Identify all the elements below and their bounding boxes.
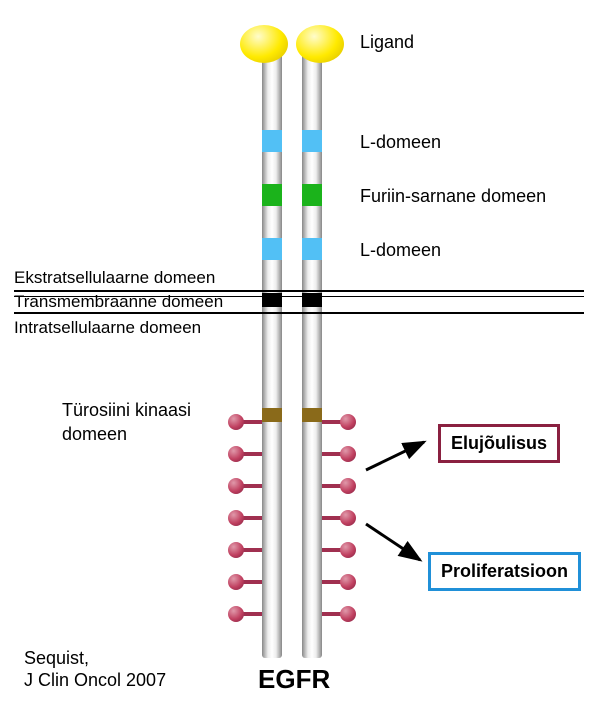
egfr-title: EGFR <box>258 664 330 695</box>
band-transmembrane-left <box>262 293 282 307</box>
box-vitality: Elujõulisus <box>438 424 560 463</box>
phospho-site <box>322 574 356 590</box>
phospho-site <box>228 574 262 590</box>
arrow-vitality <box>360 430 440 480</box>
band-tyrosine-kinase-left <box>262 408 282 422</box>
band-transmembrane-right <box>302 293 322 307</box>
box-proliferation: Proliferatsioon <box>428 552 581 591</box>
label-ligand: Ligand <box>360 32 414 53</box>
band-furin-right <box>302 184 322 206</box>
band-l-domain-bottom-left <box>262 238 282 260</box>
phospho-site <box>228 510 262 526</box>
label-tyrosine-kinase-line2: domeen <box>62 424 127 445</box>
label-intracellular: Intratsellulaarne domeen <box>14 318 201 338</box>
band-l-domain-top-left <box>262 130 282 152</box>
phospho-site <box>228 606 262 622</box>
phospho-site <box>322 446 356 462</box>
citation-line1: Sequist, <box>24 648 89 668</box>
citation-line2: J Clin Oncol 2007 <box>24 670 166 690</box>
label-transmembrane: Transmembraanne domeen <box>14 292 223 312</box>
band-l-domain-top-right <box>302 130 322 152</box>
label-l-domain-top: L-domeen <box>360 132 441 153</box>
phospho-site <box>322 542 356 558</box>
phospho-site <box>322 478 356 494</box>
box-vitality-text: Elujõulisus <box>451 433 547 453</box>
label-l-domain-bottom: L-domeen <box>360 240 441 261</box>
band-furin-left <box>262 184 282 206</box>
membrane-lower-line <box>14 312 584 314</box>
label-furin: Furiin-sarnane domeen <box>360 186 546 207</box>
band-l-domain-bottom-right <box>302 238 322 260</box>
phospho-site <box>228 414 262 430</box>
phospho-site <box>228 446 262 462</box>
phospho-site <box>322 606 356 622</box>
phospho-site <box>228 542 262 558</box>
diagram-canvas: Ligand L-domeen Furiin-sarnane domeen L-… <box>0 0 599 703</box>
ligand-right <box>296 25 344 63</box>
phospho-site <box>322 414 356 430</box>
band-tyrosine-kinase-right <box>302 408 322 422</box>
citation: Sequist, J Clin Oncol 2007 <box>24 648 166 691</box>
ligand-left <box>240 25 288 63</box>
label-tyrosine-kinase-line1: Türosiini kinaasi <box>62 400 191 421</box>
phospho-site <box>322 510 356 526</box>
box-proliferation-text: Proliferatsioon <box>441 561 568 581</box>
phospho-site <box>228 478 262 494</box>
label-extracellular: Ekstratsellulaarne domeen <box>14 268 215 288</box>
